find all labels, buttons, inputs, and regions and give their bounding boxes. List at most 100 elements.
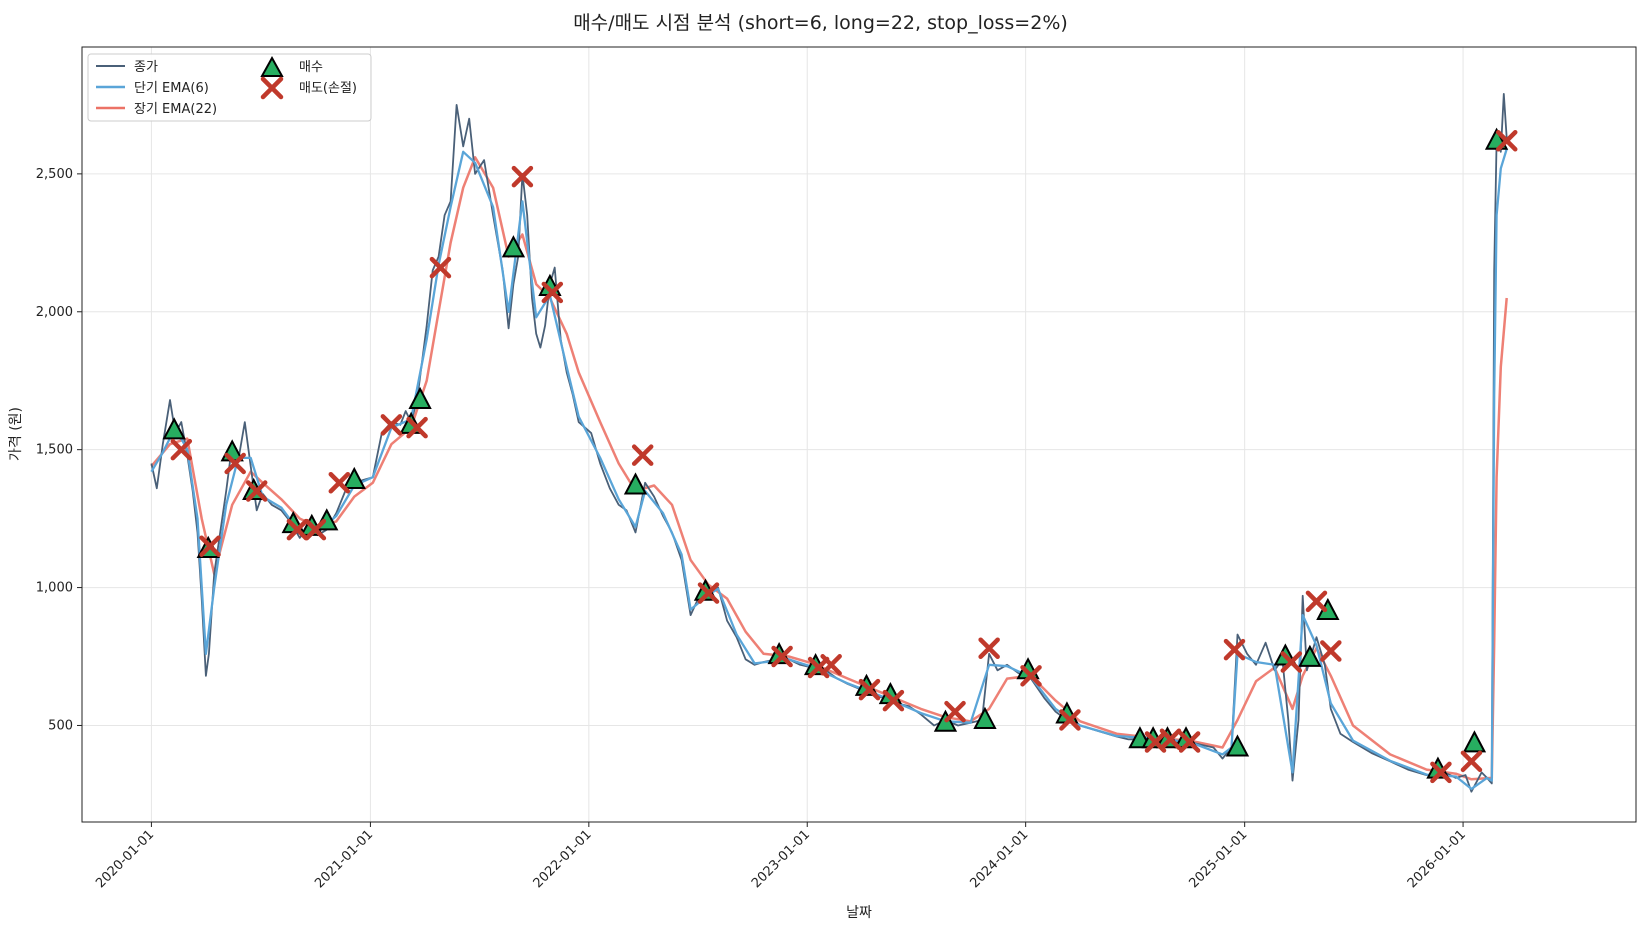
legend-ema-long-label: 장기 EMA(22): [134, 102, 217, 117]
sell-marker: [1320, 640, 1342, 662]
sell-marker-stroke: [978, 637, 1000, 659]
legend-box: [87, 53, 372, 122]
legend-sell-marker: [260, 76, 284, 100]
legend-close-label: 종가: [134, 60, 158, 75]
sell-marker-stroke: [1495, 130, 1518, 152]
y-tick-label: 2,000: [36, 305, 73, 320]
buy-marker: [1298, 644, 1322, 667]
sell-marker-stroke: [882, 689, 905, 712]
sell-marker: [1020, 665, 1042, 687]
sell-marker: [1178, 731, 1201, 753]
legend-buy-label: 매수: [299, 60, 323, 75]
sell-marker: [304, 518, 327, 541]
sell-marker: [245, 480, 268, 502]
sell-marker: [697, 582, 720, 604]
sell-marker-stroke: [224, 452, 246, 475]
sell-marker-stroke: [807, 656, 830, 679]
y-tick-label: 500: [48, 718, 73, 733]
sell-marker-stroke: [771, 645, 793, 668]
close-price-line: [150, 93, 1508, 793]
sell-marker: [541, 281, 564, 304]
sell-marker-stroke: [245, 480, 268, 502]
sell-marker: [511, 165, 534, 188]
sell-marker-stroke: [820, 654, 842, 676]
sell-marker: [1460, 750, 1483, 773]
sell-marker-stroke: [1460, 750, 1483, 773]
sell-marker: [224, 452, 246, 475]
sell-marker-stroke: [697, 582, 720, 604]
sell-marker-stroke: [380, 414, 403, 436]
sell-marker-stroke: [858, 678, 881, 701]
sell-marker: [771, 645, 793, 668]
buy-marker: [501, 235, 526, 258]
sell-marker: [429, 256, 452, 279]
sell-marker-stroke: [1430, 761, 1452, 784]
buy-marker: [1225, 734, 1250, 757]
sell-marker-stroke: [429, 256, 452, 279]
sell-marker-stroke: [1305, 590, 1328, 613]
sell-marker-stroke: [1320, 640, 1342, 662]
sell-marker: [1159, 728, 1182, 751]
sell-marker-stroke: [1223, 638, 1246, 661]
sell-marker: [1059, 709, 1081, 731]
sell-marker: [944, 700, 966, 723]
chart-title: 매수/매도 시점 분석 (short=6, long=22, stop_loss…: [573, 12, 1068, 34]
x-tick-label: 2020-01-01: [93, 827, 157, 891]
sell-marker-stroke: [1280, 651, 1303, 673]
sell-marker-stroke: [944, 700, 966, 723]
sell-marker-stroke: [511, 165, 534, 188]
buy-marker: [162, 417, 186, 440]
signal-markers: [162, 127, 1518, 784]
buy-marker: [623, 472, 648, 495]
x-tick-label: 2025-01-01: [1186, 827, 1250, 891]
sell-marker: [328, 472, 351, 494]
sell-marker: [406, 416, 428, 439]
series-lines: [150, 93, 1508, 793]
x-axis-label: 날짜: [846, 905, 872, 921]
sell-marker-stroke: [286, 518, 309, 541]
x-tick-label: 2026-01-01: [1405, 827, 1469, 891]
sell-marker: [1495, 130, 1518, 152]
sell-marker: [978, 637, 1000, 659]
sell-marker-stroke: [1159, 728, 1182, 751]
sell-marker: [882, 689, 905, 712]
y-tick-label: 1,500: [36, 443, 73, 458]
sell-marker-stroke: [1020, 665, 1042, 687]
sell-marker-stroke: [304, 518, 327, 541]
sell-marker-stroke: [170, 438, 193, 461]
y-tick-label: 2,500: [36, 167, 73, 182]
legend-ema-short-label: 단기 EMA(6): [134, 81, 209, 96]
y-axis-label: 가격 (원): [8, 407, 24, 461]
sell-marker-stroke: [1178, 731, 1201, 753]
sell-marker-stroke: [631, 444, 654, 466]
sell-marker-stroke: [406, 416, 428, 439]
sell-marker: [170, 438, 193, 461]
x-tick-label: 2024-01-01: [967, 827, 1031, 891]
sell-marker: [199, 535, 221, 557]
legend: 종가 단기 EMA(6) 장기 EMA(22) 매수 매도(손절): [87, 53, 372, 122]
sell-marker: [1280, 651, 1303, 673]
sell-marker-stroke: [199, 535, 221, 557]
legend-buy-marker: [260, 55, 284, 77]
sell-marker: [1223, 638, 1246, 661]
axis-ticks: 500 1,000 1,500 2,000 2,500 2020-01-01 2021-01…: [36, 167, 1469, 891]
buy-marker: [342, 466, 366, 490]
buy-marker: [1462, 730, 1487, 753]
sell-marker-stroke: [541, 281, 564, 304]
x-tick-label: 2021-01-01: [312, 827, 376, 891]
buy-marker: [973, 706, 997, 729]
sell-marker: [1305, 590, 1328, 613]
sell-marker-stroke: [328, 472, 351, 494]
sell-marker-stroke: [1059, 709, 1081, 731]
x-tick-label: 2022-01-01: [531, 827, 595, 891]
legend-sell-label: 매도(손절): [299, 81, 357, 96]
grid-lines: [82, 47, 1636, 822]
x-tick-label: 2023-01-01: [749, 827, 813, 891]
y-tick-label: 1,000: [36, 581, 73, 596]
sell-marker: [631, 444, 654, 466]
sell-marker-stroke: [1144, 731, 1167, 753]
sell-marker: [858, 678, 881, 701]
sell-marker: [286, 518, 309, 541]
plot-frame: [81, 46, 1637, 823]
